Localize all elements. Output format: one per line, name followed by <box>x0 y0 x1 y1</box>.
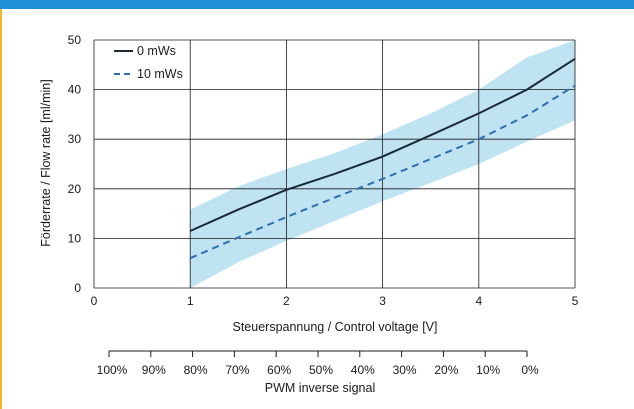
series-layer <box>189 57 576 260</box>
y-tick-label-20: 20 <box>68 182 82 196</box>
x-tick-label-4: 4 <box>475 294 482 308</box>
pwm-tick-label-40: 40% <box>351 363 375 377</box>
y-tick-label-10: 10 <box>68 231 82 245</box>
pwm-tick-label-90: 90% <box>142 363 166 377</box>
pwm-tick-label-60: 60% <box>267 363 291 377</box>
legend-label-10-mws: 10 mWs <box>137 67 183 81</box>
x-tick-label-2: 2 <box>283 294 290 308</box>
y-axis-title: Förderrate / Flow rate [ml/min] <box>39 79 53 246</box>
pwm-ticks: 100% 90% 80% 70% 60% 50% 40% 30% 20% 10% 0% <box>97 351 539 377</box>
top-accent-bar <box>0 0 634 9</box>
grid-layer <box>93 39 576 289</box>
pwm-tick-label-100: 100% <box>97 363 128 377</box>
pwm-tick-label-50: 50% <box>309 363 333 377</box>
x-tick-label-5: 5 <box>572 294 579 308</box>
left-accent-rule <box>0 9 2 409</box>
series-line-10-mws <box>189 84 576 260</box>
series-line-0-mws <box>189 57 576 232</box>
legend-label-0-mws: 0 mWs <box>137 44 176 58</box>
pwm-secondary-axis: 100% 90% 80% 70% 60% 50% 40% 30% 20% 10% 0% PWM in… <box>97 350 539 395</box>
pwm-tick-label-30: 30% <box>393 363 417 377</box>
x-axis-title: Steuerspannung / Control voltage [V] <box>233 320 438 334</box>
y-tick-label-50: 50 <box>68 33 82 47</box>
pwm-tick-label-70: 70% <box>225 363 249 377</box>
pwm-tick-label-0: 0% <box>521 363 539 377</box>
x-tick-label-0: 0 <box>91 294 98 308</box>
y-tick-label-40: 40 <box>68 83 82 97</box>
pwm-tick-label-80: 80% <box>184 363 208 377</box>
pwm-axis-title: PWM inverse signal <box>265 381 375 395</box>
y-tick-label-30: 30 <box>68 132 82 146</box>
x-tick-label-1: 1 <box>187 294 194 308</box>
pwm-tick-label-10: 10% <box>476 363 500 377</box>
y-tick-label-0: 0 <box>74 281 81 295</box>
x-tick-label-3: 3 <box>379 294 386 308</box>
pwm-tick-label-20: 20% <box>434 363 458 377</box>
legend: 0 mWs 10 mWs <box>114 44 183 81</box>
